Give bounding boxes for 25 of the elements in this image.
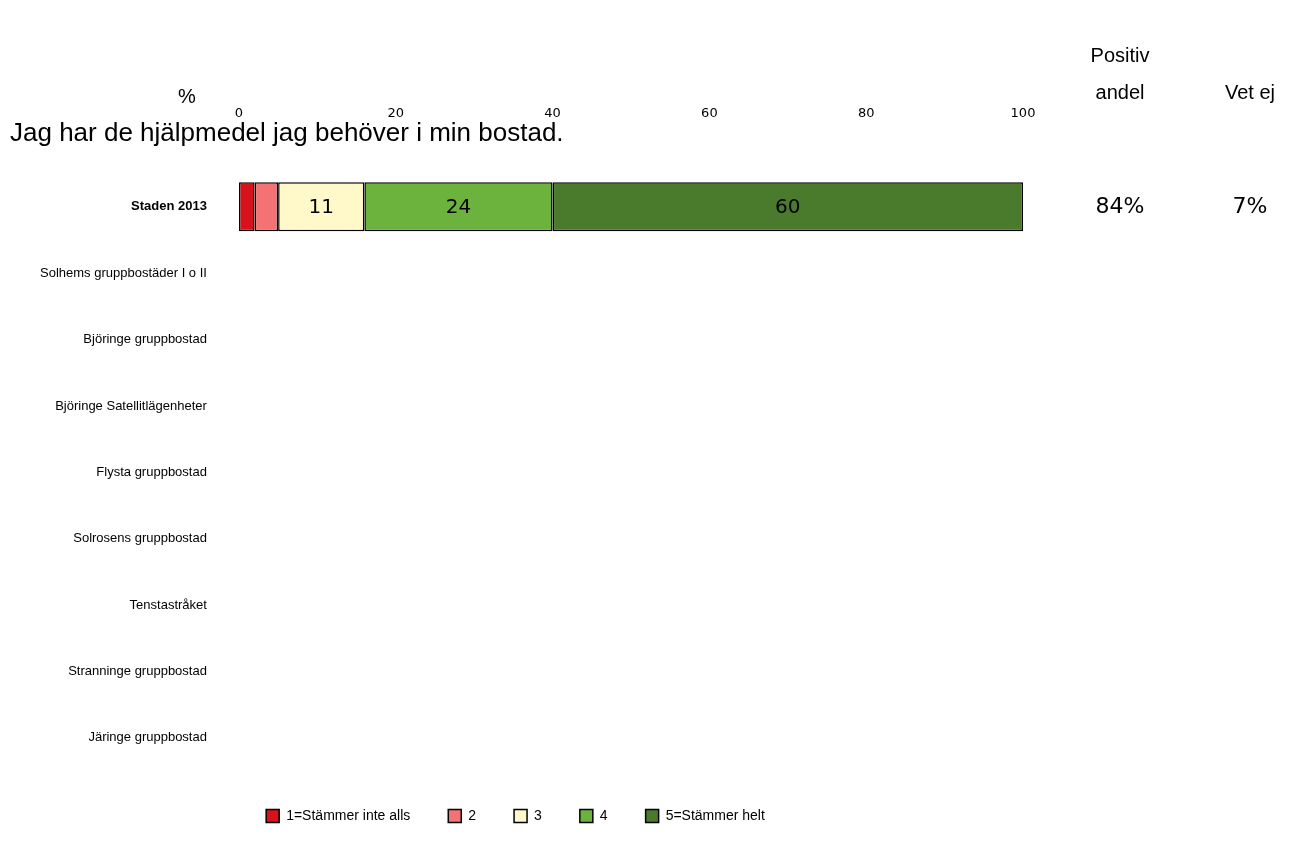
text: 7%	[1232, 192, 1268, 218]
y-tick-label: Stranninge gruppbostad	[68, 663, 207, 679]
data-label: 60	[775, 193, 801, 218]
legend-label: 2	[468, 806, 477, 823]
legend-label: 4	[599, 806, 608, 823]
text: Vet ej	[1224, 81, 1276, 104]
y-tick-label: Björinge Satellitlägenheter	[55, 397, 208, 413]
x-tick-label: 100	[1010, 105, 1036, 121]
x-tick-label: 60	[701, 105, 718, 121]
x-tick-label: 80	[857, 105, 875, 121]
legend-label: 3	[534, 806, 543, 823]
y-tick-label: Järinge gruppbostad	[88, 729, 207, 745]
y-tick-label: Björinge gruppbostad	[83, 331, 207, 347]
legend-label: 1=Stämmer inte alls	[286, 806, 411, 823]
data-label: 11	[308, 193, 334, 218]
y-tick-label: Staden 2013	[131, 198, 207, 214]
y-tick-label: Flysta gruppbostad	[96, 463, 207, 479]
y-tick-label: Solhems gruppbostäder I o II	[39, 264, 207, 280]
y-tick-label: Tenstastråket	[129, 596, 208, 612]
x-axis-title: %	[178, 85, 197, 108]
text: 84%	[1095, 192, 1145, 218]
y-tick-label: Solrosens gruppbostad	[73, 530, 207, 546]
data-label: 24	[445, 193, 472, 218]
legend-label: 5=Stämmer helt	[665, 806, 765, 823]
text: Positiv andel	[1090, 44, 1150, 104]
